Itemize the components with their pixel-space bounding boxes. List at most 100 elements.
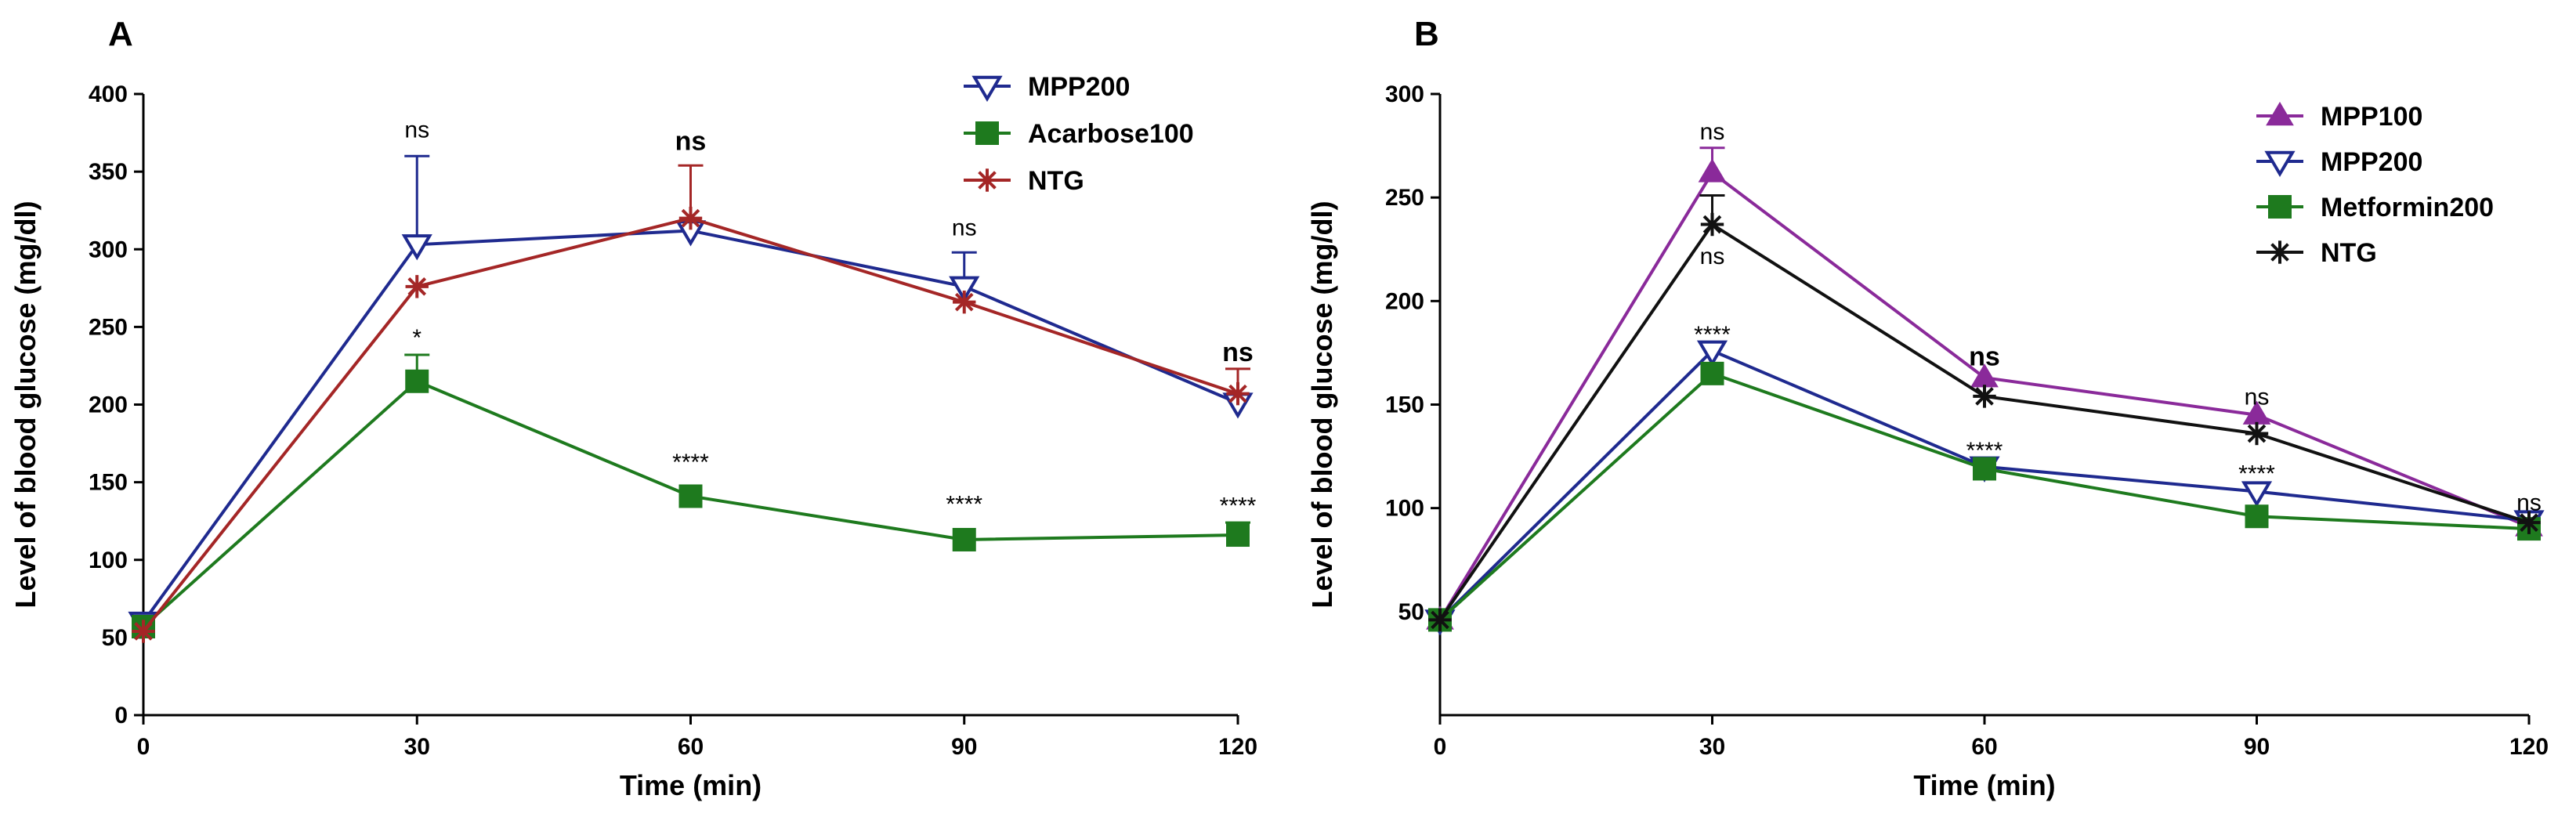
panel-letter: B — [1414, 15, 1439, 53]
y-tick-label: 150 — [89, 470, 128, 496]
significance-label: **** — [2238, 461, 2275, 486]
legend-label: MPP200 — [2321, 147, 2422, 177]
data-point — [401, 234, 432, 261]
series-line — [1438, 222, 2530, 621]
legend-item: Acarbose100 — [964, 119, 1194, 149]
significance-label: **** — [1694, 322, 1731, 348]
data-point — [405, 275, 429, 298]
data-point — [678, 484, 703, 508]
y-tick-label: 300 — [89, 237, 128, 262]
panel-letter: A — [108, 15, 133, 53]
y-tick-label: 400 — [89, 81, 128, 107]
legend-marker — [2268, 195, 2292, 219]
series-line — [142, 216, 1239, 633]
y-tick-label: 250 — [89, 314, 128, 340]
data-point — [405, 369, 429, 393]
x-tick-label: 90 — [951, 734, 977, 760]
marker-stroke — [2520, 513, 2538, 532]
marker-stroke — [954, 292, 974, 312]
x-tick-label: 120 — [1218, 734, 1257, 760]
data-point — [1698, 158, 1727, 183]
legend-marker — [2268, 240, 2292, 264]
y-axis-title: Level of blood glucose (mg/dl) — [1306, 201, 1338, 608]
legend-marker — [971, 75, 1003, 103]
y-axis-title: Level of blood glucose (mg/dl) — [9, 201, 42, 608]
data-point — [1973, 457, 1996, 481]
significance-label: **** — [672, 450, 709, 475]
significance-label: ns — [952, 215, 977, 240]
legend-label: MPP200 — [1028, 72, 1130, 102]
data-point — [952, 527, 976, 551]
data-point — [1428, 608, 1452, 632]
data-point — [132, 620, 155, 643]
data-point — [953, 290, 976, 314]
legend-item: MPP100 — [2256, 101, 2422, 132]
marker-stroke — [2270, 243, 2289, 262]
significance-label: ns — [1700, 119, 1725, 145]
data-point — [2245, 421, 2269, 446]
x-axis-title: Time (min) — [620, 769, 762, 801]
data-point — [1700, 361, 1724, 385]
panel-a: A 0 50 100 150 200 250 300 350 400 0 30 60 90 120 Time … — [9, 15, 1257, 801]
y-tick-label: 350 — [89, 159, 128, 185]
data-point — [1226, 381, 1250, 406]
x-axis-title: Time (min) — [1913, 769, 2055, 801]
significance-label: **** — [1220, 493, 1257, 519]
data-point — [2517, 511, 2541, 534]
marker-stroke — [134, 622, 153, 641]
marker-stroke — [1702, 215, 1722, 234]
x-tick-label: 30 — [404, 734, 430, 760]
panel-b: B 50 100 150 200 250 300 0 30 60 90 120 Time (min) Le… — [1306, 15, 2549, 801]
x-tick-label: 30 — [1699, 734, 1725, 760]
significance-label: ns — [2245, 385, 2270, 410]
series-acarbose100 — [132, 353, 1250, 638]
y-tick-label: 150 — [1385, 392, 1424, 418]
marker-stroke — [407, 277, 427, 296]
marker-stroke — [978, 171, 997, 190]
marker-stroke — [681, 208, 700, 228]
data-point — [1700, 212, 1724, 237]
x-tick-label: 90 — [2244, 734, 2270, 760]
significance-label: **** — [946, 491, 982, 517]
y-tick-label: 100 — [1385, 496, 1424, 522]
significance-label: ns — [1969, 342, 2000, 371]
legend-item: Metformin200 — [2256, 193, 2494, 222]
legend-label: Metformin200 — [2321, 193, 2494, 222]
significance-label: ns — [1222, 338, 1254, 367]
marker-stroke — [1975, 387, 1994, 406]
significance-label: ns — [675, 126, 707, 156]
significance-label: ns — [2516, 490, 2542, 515]
x-tick-label: 120 — [2509, 734, 2549, 760]
legend-label: NTG — [1028, 166, 1084, 196]
legend: MPP100 MPP200 Metformin200 NTG — [2256, 101, 2494, 268]
legend-item: NTG — [2256, 238, 2377, 268]
marker-stroke — [2247, 424, 2267, 443]
legend: MPP200 Acarbose100 NTG — [964, 72, 1194, 196]
data-point — [1973, 385, 1996, 408]
legend-item: MPP200 — [964, 72, 1130, 103]
significance-label: **** — [1966, 438, 2003, 464]
legend-marker — [975, 168, 999, 192]
data-point — [1226, 523, 1250, 548]
y-tick-label: 50 — [102, 625, 128, 651]
data-point — [1696, 340, 1728, 367]
legend-label: MPP100 — [2321, 102, 2422, 132]
legend-marker — [2264, 150, 2296, 178]
y-tick-label: 50 — [1398, 599, 1424, 625]
significance-label: * — [412, 325, 421, 351]
legend-marker — [2266, 101, 2294, 126]
series-ntg — [132, 164, 1250, 643]
legend-label: NTG — [2321, 238, 2377, 268]
data-point — [2245, 504, 2269, 529]
y-tick-label: 200 — [1385, 288, 1424, 314]
significance-label: ns — [404, 117, 429, 143]
y-tick-label: 200 — [89, 392, 128, 418]
legend-item: MPP200 — [2256, 147, 2422, 178]
x-tick-label: 0 — [1434, 734, 1447, 760]
legend-item: NTG — [964, 166, 1084, 196]
x-tick-label: 60 — [678, 734, 704, 760]
y-tick-label: 250 — [1385, 185, 1424, 211]
y-tick-label: 300 — [1385, 81, 1424, 107]
legend-marker — [975, 121, 999, 145]
marker-stroke — [1228, 384, 1247, 403]
